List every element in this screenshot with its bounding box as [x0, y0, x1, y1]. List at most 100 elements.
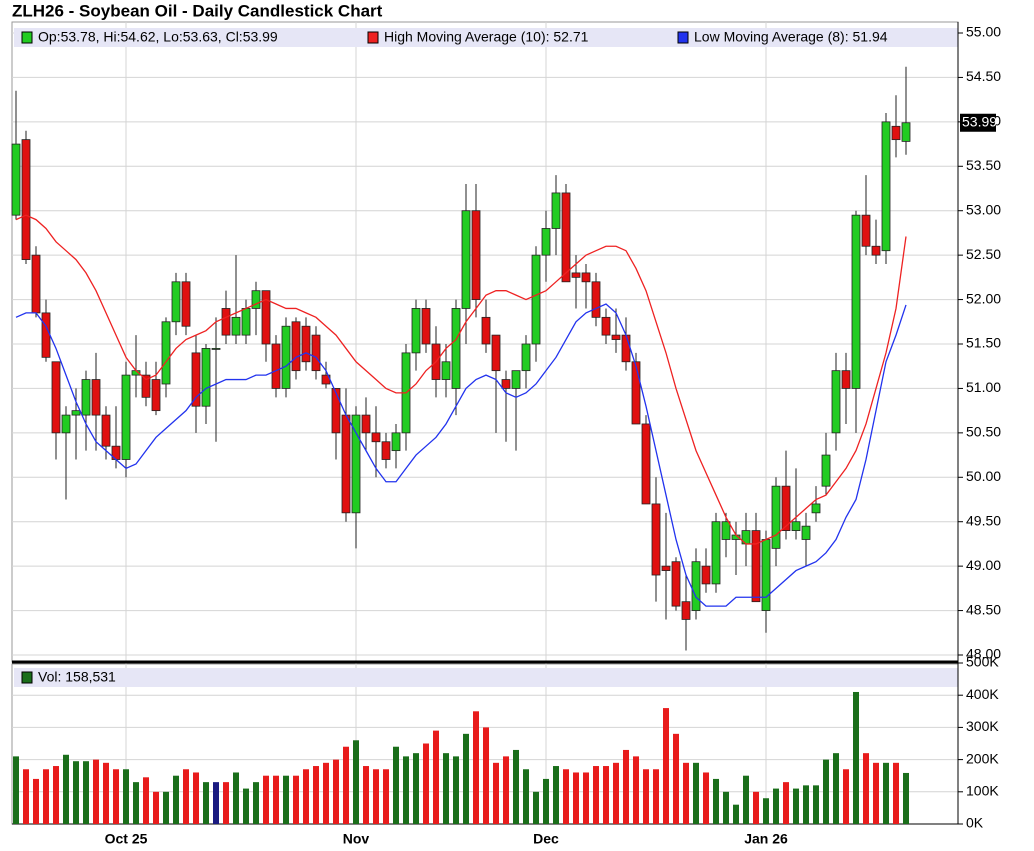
- y-tick-label: 51.50: [966, 335, 1001, 351]
- volume-bar: [663, 708, 669, 824]
- candle-body: [301, 325, 311, 363]
- candle-body: [441, 361, 451, 380]
- volume-bar: [363, 766, 369, 824]
- candle-body: [21, 139, 31, 260]
- y-tick-label: 49.00: [966, 557, 1001, 573]
- volume-bar: [813, 785, 819, 824]
- legend-entry: High Moving Average (10): 52.71: [384, 29, 589, 45]
- volume-bar: [203, 782, 209, 824]
- candle-body: [421, 308, 431, 345]
- volume-bar: [333, 759, 339, 824]
- candle-body: [711, 521, 721, 585]
- y-tick-label: 55.00: [966, 24, 1001, 40]
- y-tick-label: 53.00: [966, 201, 1001, 217]
- candle-body: [521, 343, 531, 372]
- volume-bar: [483, 727, 489, 824]
- volume-bar: [853, 691, 859, 824]
- candle-body: [881, 121, 891, 252]
- volume-bar: [273, 775, 279, 824]
- volume-bar: [103, 762, 109, 824]
- candle-body: [71, 410, 81, 416]
- candle-body: [821, 454, 831, 487]
- volume-bar: [693, 762, 699, 824]
- candle-body: [61, 414, 71, 434]
- volume-bar: [393, 746, 399, 824]
- candle-body: [661, 565, 671, 571]
- y-tick-label: 50.00: [966, 468, 1001, 484]
- volume-bar: [173, 775, 179, 824]
- candle-body: [871, 245, 881, 256]
- volume-bar: [433, 730, 439, 824]
- volume-bar: [823, 759, 829, 824]
- volume-bar: [843, 769, 849, 824]
- volume-bar: [63, 754, 69, 824]
- legend-swatch: [21, 671, 33, 684]
- y-tick-label: 54.50: [966, 68, 1001, 84]
- candle-body: [351, 414, 361, 514]
- volume-bar: [373, 769, 379, 824]
- y-tick-label: 48.00: [966, 646, 1001, 662]
- candle-body: [631, 361, 641, 425]
- x-tick-label: Jan 26: [744, 831, 788, 847]
- candle-body: [691, 561, 701, 611]
- volume-bar: [883, 762, 889, 824]
- legend-swatch: [677, 31, 689, 44]
- legend-ohlc: Op:53.78, Hi:54.62, Lo:53.63, Cl:53.99: [38, 29, 278, 45]
- volume-bar: [343, 746, 349, 824]
- candle-body: [371, 432, 381, 443]
- candle-body: [621, 334, 631, 363]
- candle-body: [261, 290, 271, 345]
- candle-body: [201, 348, 211, 407]
- candle-body: [681, 601, 691, 620]
- legend-swatch: [21, 31, 33, 44]
- volume-bar: [313, 766, 319, 824]
- legend-entry: Low Moving Average (8): 51.94: [694, 29, 888, 45]
- moving-average-line: [15, 214, 907, 545]
- y-tick-label: 50.50: [966, 424, 1001, 440]
- candle-body: [291, 321, 301, 372]
- volume-bar: [793, 788, 799, 824]
- candle-body: [641, 423, 651, 505]
- candle-body: [11, 143, 21, 216]
- volume-bar: [93, 759, 99, 824]
- volume-bar: [893, 762, 899, 824]
- candle-body: [541, 228, 551, 256]
- candle-body: [461, 210, 471, 309]
- volume-bar: [453, 756, 459, 824]
- candle-body: [851, 214, 861, 389]
- candle-body: [751, 530, 761, 603]
- x-tick-label: Nov: [343, 831, 370, 847]
- volume-bar: [643, 769, 649, 824]
- volume-bar: [593, 766, 599, 824]
- candle-body: [121, 374, 131, 460]
- y-tick-label: 49.50: [966, 512, 1001, 528]
- volume-bar: [533, 791, 539, 824]
- candle-body: [221, 308, 231, 336]
- legend-band: [14, 28, 958, 47]
- volume-bar: [353, 740, 359, 824]
- candle-body: [891, 125, 901, 141]
- volume-bar: [253, 782, 259, 824]
- volume-bar: [723, 791, 729, 824]
- candle-body: [231, 316, 241, 336]
- volume-bar: [233, 772, 239, 824]
- volume-bar: [383, 769, 389, 824]
- last-price-label: 53.99: [962, 113, 997, 129]
- candle-body: [901, 122, 911, 142]
- y-tick-label: 48.50: [966, 601, 1001, 617]
- candle-body: [251, 290, 261, 309]
- volume-bar: [213, 782, 219, 824]
- x-tick-label: Oct 25: [105, 831, 148, 847]
- volume-bar: [503, 756, 509, 824]
- volume-bar: [413, 753, 419, 824]
- candle-body: [531, 254, 541, 345]
- candle-body: [161, 321, 171, 385]
- volume-bar: [633, 756, 639, 824]
- candle-body: [511, 370, 521, 389]
- volume-bar: [603, 766, 609, 824]
- volume-bar: [903, 772, 909, 824]
- candle-body: [311, 334, 321, 372]
- candle-body: [561, 192, 571, 283]
- volume-bar: [553, 766, 559, 824]
- candle-body: [651, 503, 661, 576]
